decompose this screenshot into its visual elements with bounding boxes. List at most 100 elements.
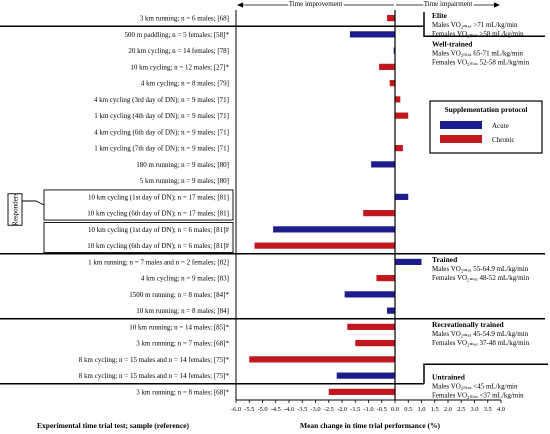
bar-24 [328,388,395,395]
legend-label-chronic: Chronic [492,136,515,144]
bar-23 [336,372,395,379]
bar-1 [387,15,395,22]
row-label-15: 10 km cycling (6th day of DN); n = 6 mal… [87,242,229,250]
x-axis-title: Mean change in time trial performance (%… [300,421,440,430]
group-title-3: Trained [432,255,458,264]
bar-20 [347,323,395,330]
bar-21 [355,340,395,347]
x-tick-label-11: -1.0 [363,406,373,413]
row-label-9: 1 km cycling (7th day of DN); n = 9 male… [94,145,229,153]
bar-3 [393,47,395,54]
row-label-2: 500 m paddling; n = 5 females; [58]* [125,31,230,39]
row-label-12: 10 km cycling (1st day of DN); n = 17 ma… [88,193,229,201]
group-line-5-2: Females VO₂ₘₐₓ <37 mL/kg/min [432,391,524,399]
bar-12 [395,193,409,200]
row-label-10: 180 m running; n = 9 males; [80] [136,161,229,169]
bar-19 [387,307,395,314]
group-line-4-1: Males VO₂ₘₐₓ 45-54.9 mL/kg/min [432,330,529,338]
row-label-4: 10 km cycling; n = 12 males; [27]* [130,63,229,71]
bar-6 [395,96,401,103]
bar-14 [273,226,395,233]
x-tick-label-13: 0.0 [391,406,399,413]
group-title-2: Well-trained [432,39,473,48]
group-line-3-1: Males VO₂ₘₐₓ 55-64.9 mL/kg/min [432,265,529,273]
group-line-4-2: Females VO₂ₘₐₓ 37-48 mL/kg/min [432,339,530,347]
group-title-5: Untrained [432,372,466,381]
improvement-arrow-head [237,2,243,8]
x-tick-label-15: 1.0 [418,406,426,413]
group-line-1-2: Females VO₂ₘₐₓ >58 mL/kg/min [432,30,524,38]
x-tick-label-20: 3.5 [484,406,492,413]
bar-5 [389,80,395,87]
bar-2 [349,31,395,38]
row-label-20: 10 km running; n = 14 males; [85]* [129,323,229,331]
row-label-5: 4 km cycling; n = 8 males; [79] [141,80,229,88]
x-tick-label-2: -5.5 [244,406,254,413]
x-tick-label-7: -3.0 [310,406,320,413]
row-label-14: 10 km cycling (1st day of DN); n = 6 mal… [88,226,230,234]
x-tick-label-9: -2.0 [337,406,347,413]
x-tick-label-12: -0.5 [377,406,387,413]
y-axis-title: Experimental time trial test; sample (re… [37,421,189,430]
bar-16 [395,258,422,265]
bar-10 [371,161,395,168]
x-tick-label-6: -3.5 [297,406,307,413]
bar-15 [254,242,395,249]
responders-label-box [7,193,23,226]
row-label-18: 1500 m running; n = 8 males; [84]* [129,291,229,299]
row-label-8: 4 km cycling (6th day of DN); n = 9 male… [94,128,229,136]
legend-swatch-chronic [440,135,482,143]
time-impairment-label: Time impairment [424,0,473,8]
row-label-7: 1 km cycling (4th day of DN); n = 9 male… [94,112,229,120]
x-tick-label-21: 4.0 [497,406,505,413]
x-tick-label-10: -1.5 [350,406,360,413]
group-line-2-1: Males VO₂ₘₐₓ 65-71 mL/kg/min [432,49,523,57]
responders-label: Responders [12,193,20,226]
x-tick-label-1: -6.0 [231,406,241,413]
row-label-21: 3 km running; n = 7 males; [68]* [136,340,229,348]
x-tick-label-3: -5.0 [257,406,267,413]
group-line-3-2: Females VO₂ₘₐₓ 48-52 mL/kg/min [432,274,530,282]
row-label-1: 3 km running; n = 6 males; [68] [140,15,229,23]
x-tick-label-17: 2.0 [444,406,452,413]
x-tick-label-8: -2.5 [324,406,334,413]
nonresponders-box-2 [43,221,234,253]
impairment-arrow-head [494,2,500,8]
row-label-17: 4 km cycling; n = 9 males; [83] [141,275,229,283]
group-bracket-1 [395,12,425,27]
legend-swatch-acute [440,121,482,129]
bar-7 [395,112,409,119]
legend-box [429,100,543,154]
bar-9 [395,145,403,152]
x-tick-label-5: -4.0 [284,406,294,413]
row-label-11: 5 km running; n = 9 males; [80] [140,177,229,185]
group-title-4: Recreationally trained [432,320,505,329]
x-tick-label-14: 0.5 [404,406,412,413]
x-tick-label-18: 2.5 [457,406,465,413]
row-label-22: 8 km cycling; n = 15 males and n = 14 fe… [79,356,230,364]
row-label-13: 10 km cycling (6th day of DN); n = 17 ma… [87,210,229,218]
row-label-16: 1 km running; n = 7 males and n = 2 fema… [88,258,229,266]
bar-13 [363,210,395,217]
x-tick-label-16: 1.5 [431,406,439,413]
time-improvement-label: Time improvement [289,0,343,8]
bar-22 [249,356,395,363]
group-line-2-2: Females VO₂ₘₐₓ 52-58 mL/kg/min [432,58,530,66]
group-title-1: Elite [432,11,448,20]
row-label-24: 3 km running; n = 8 males; [68]* [136,388,229,396]
group-line-5-1: Males VO₂ₘₐₓ <45 mL/kg/min [432,382,518,390]
bar-4 [379,63,395,70]
x-tick-label-4: -4.5 [271,406,281,413]
well-trained-bracket [423,26,545,37]
bar-18 [344,291,395,298]
row-label-6: 4 km cycling (3rd day of DN); n = 9 male… [94,96,229,104]
responders-connector [22,200,45,206]
group-line-1-1: Males VO₂ₘₐₓ >71 mL/kg/min [432,21,518,29]
row-label-19: 10 km running; n = 8 males; [84] [136,307,229,315]
legend-title: Supplementation protocol [445,105,528,114]
bar-17 [376,275,395,282]
row-label-23: 8 km cycling; n = 15 males and n = 14 fe… [79,372,230,380]
untrained-bracket [423,363,548,384]
legend-label-acute: Acute [492,122,509,130]
